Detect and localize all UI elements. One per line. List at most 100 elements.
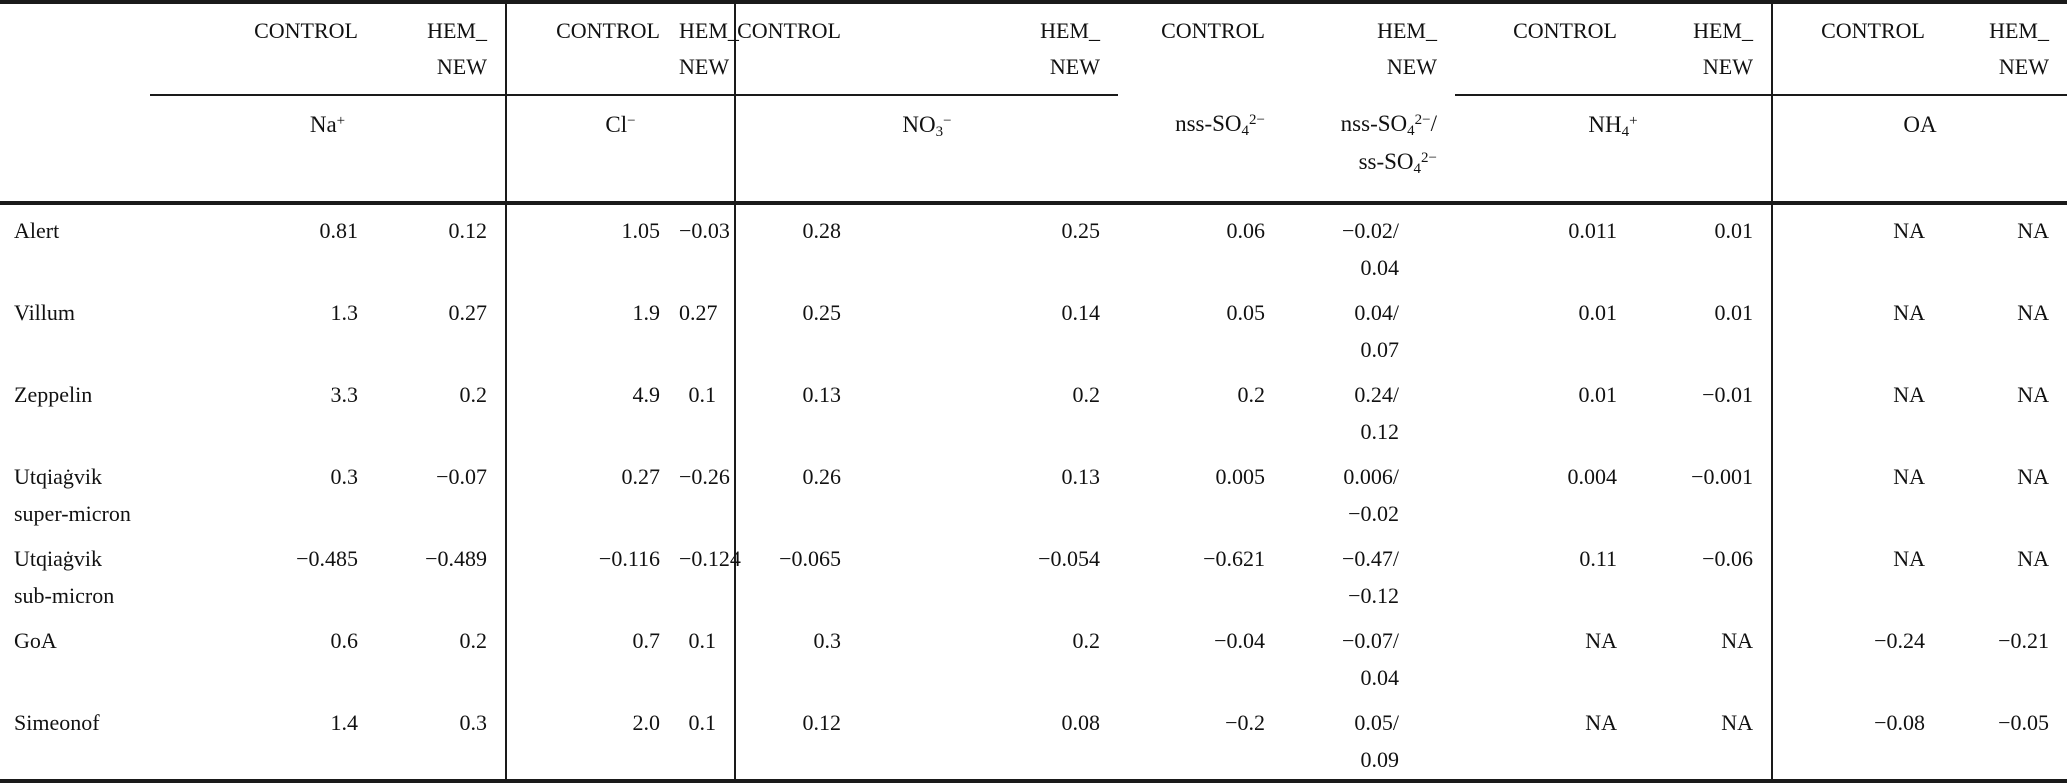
value-cell: 0.27 <box>505 451 678 533</box>
header-row-scenario: CONTROL HEM_ NEW CONTROL HEM_ NEW CONTRO… <box>0 2 2067 96</box>
table-row: Zeppelin 3.3 0.2 4.9 0.1 0.13 0.2 0.2 0.24/0.12 0… <box>0 369 2067 451</box>
hem-line2: NEW <box>1998 54 2049 79</box>
value-cell: −0.054 <box>1038 546 1100 571</box>
value-cell: −0.47/−0.12 <box>1341 546 1399 608</box>
value-cell: −0.07/0.04 <box>1341 628 1399 690</box>
value-cell: 0.005 <box>1215 464 1266 489</box>
value-cell: −0.04 <box>1214 628 1265 653</box>
value-cell: NA <box>1585 710 1617 735</box>
value-cell: −0.24 <box>1771 615 1943 697</box>
value-cell: 0.006/−0.02 <box>1343 464 1399 526</box>
species-header-oa: OA <box>1771 95 2067 205</box>
hem-line2: NEW <box>436 54 487 79</box>
header-row-species: Na+ Cl− NO3− nss-SO42− nss-SO42−/ ss-SO4… <box>0 95 2067 205</box>
value-cell: NA <box>1771 533 1943 615</box>
value-cell: NA <box>2017 218 2049 243</box>
site-column-header <box>0 2 150 95</box>
table-row: Villum 1.3 0.27 1.9 0.27 0.25 0.14 0.05 0.04/0.0… <box>0 287 2067 369</box>
value-cell: 0.25 <box>1061 218 1101 243</box>
value-cell: 0.12 <box>734 697 859 781</box>
value-cell: −0.2 <box>1225 710 1265 735</box>
ratio-line1: nss-SO42−/ <box>1340 111 1437 139</box>
value-cell: 1.3 <box>330 300 359 325</box>
species-header-no3: NO3− <box>734 95 1118 205</box>
hemnew-header-oa: HEM_ NEW <box>1943 2 2067 96</box>
control-header-nss-so4: CONTROL <box>1161 18 1265 43</box>
value-cell: −0.065 <box>734 533 859 615</box>
table-row: GoA 0.6 0.2 0.7 0.1 0.3 0.2 −0.04 −0.07/0.04 NA NA… <box>0 615 2067 697</box>
value-cell: −0.07 <box>436 464 487 489</box>
value-cell: 0.24/0.12 <box>1354 382 1399 444</box>
value-cell: 0.28 <box>734 203 859 287</box>
species-header-nss-so4: nss-SO42− <box>1118 95 1283 205</box>
table-body: Alert 0.81 0.12 1.05 −0.03 0.28 0.25 0.06 −0.02/… <box>0 203 2067 781</box>
hem-line1: HEM_ <box>427 18 487 43</box>
value-cell: 3.3 <box>330 382 359 407</box>
species-header-nss-ss-ratio: nss-SO42−/ ss-SO42− <box>1283 95 1455 205</box>
value-cell: 0.13 <box>1061 464 1101 489</box>
value-cell: −0.621 <box>1203 546 1265 571</box>
value-cell: NA <box>2017 546 2049 571</box>
hem-line1: HEM_ <box>1040 18 1100 43</box>
value-cell: −0.124 <box>679 546 741 571</box>
hem-line1: HEM_ <box>1693 18 1753 43</box>
value-cell: 4.9 <box>505 369 678 451</box>
value-cell: NA <box>2017 300 2049 325</box>
value-cell: −0.06 <box>1702 546 1753 571</box>
value-cell: −0.03 <box>679 218 730 243</box>
control-header-na: CONTROL <box>150 2 376 96</box>
value-cell: 1.05 <box>505 203 678 287</box>
hem-line2: NEW <box>1702 54 1753 79</box>
table-row: Simeonof 1.4 0.3 2.0 0.1 0.12 0.08 −0.2 0.05/0.0… <box>0 697 2067 781</box>
control-header-cl: CONTROL <box>505 2 678 96</box>
hem-line2: NEW <box>1049 54 1100 79</box>
value-cell: 0.01 <box>1714 218 1754 243</box>
value-cell: 0.004 <box>1567 464 1618 489</box>
value-cell: −0.116 <box>505 533 678 615</box>
hem-line2: NEW <box>679 54 730 79</box>
value-cell: 0.3 <box>459 710 488 735</box>
value-cell: NA <box>1721 628 1753 653</box>
hemnew-header-na: HEM_ NEW <box>376 2 506 96</box>
value-cell: 0.1 <box>688 382 717 407</box>
value-cell: 0.01 <box>1714 300 1754 325</box>
value-cell: 0.2 <box>1072 628 1101 653</box>
value-cell: −0.02/0.04 <box>1341 218 1399 280</box>
hemnew-header-cl: HEM_ NEW <box>678 2 739 96</box>
value-cell: 0.05/0.09 <box>1354 710 1399 772</box>
value-cell: 0.27 <box>679 300 718 325</box>
value-cell: 0.11 <box>1579 546 1617 571</box>
hemnew-header-nss-so4: HEM_ NEW <box>1283 2 1455 95</box>
value-cell: −0.21 <box>1998 628 2049 653</box>
value-cell: 0.1 <box>688 710 717 735</box>
hem-line1: HEM_ <box>679 18 739 43</box>
value-cell: 0.2 <box>1072 382 1101 407</box>
value-cell: 0.7 <box>505 615 678 697</box>
value-cell: −0.001 <box>1691 464 1753 489</box>
value-cell: 0.011 <box>1568 218 1617 243</box>
hem-line1: HEM_ <box>1377 18 1437 43</box>
hem-line2: NEW <box>1386 54 1437 79</box>
value-cell: NA <box>2017 382 2049 407</box>
value-cell: 0.2 <box>1237 382 1266 407</box>
value-cell: −0.08 <box>1771 697 1943 781</box>
value-cell: 0.3 <box>734 615 859 697</box>
value-cell: NA <box>1721 710 1753 735</box>
value-cell: 0.1 <box>688 628 717 653</box>
hemnew-header-nh4: HEM_ NEW <box>1635 2 1772 96</box>
hem-line1: HEM_ <box>1989 18 2049 43</box>
value-cell: −0.05 <box>1998 710 2049 735</box>
value-cell: 0.3 <box>330 464 359 489</box>
value-cell: −0.26 <box>679 464 730 489</box>
value-cell: 0.01 <box>1578 382 1618 407</box>
species-header-cl: Cl− <box>505 95 735 205</box>
value-cell: −0.485 <box>296 546 358 571</box>
value-cell: 0.81 <box>319 218 359 243</box>
value-cell: 2.0 <box>505 697 678 781</box>
value-cell: 0.25 <box>734 287 859 369</box>
value-cell: 0.2 <box>459 628 488 653</box>
control-header-nh4: CONTROL <box>1455 2 1635 96</box>
site-label: Villum <box>14 300 76 325</box>
value-cell: −0.489 <box>425 546 487 571</box>
